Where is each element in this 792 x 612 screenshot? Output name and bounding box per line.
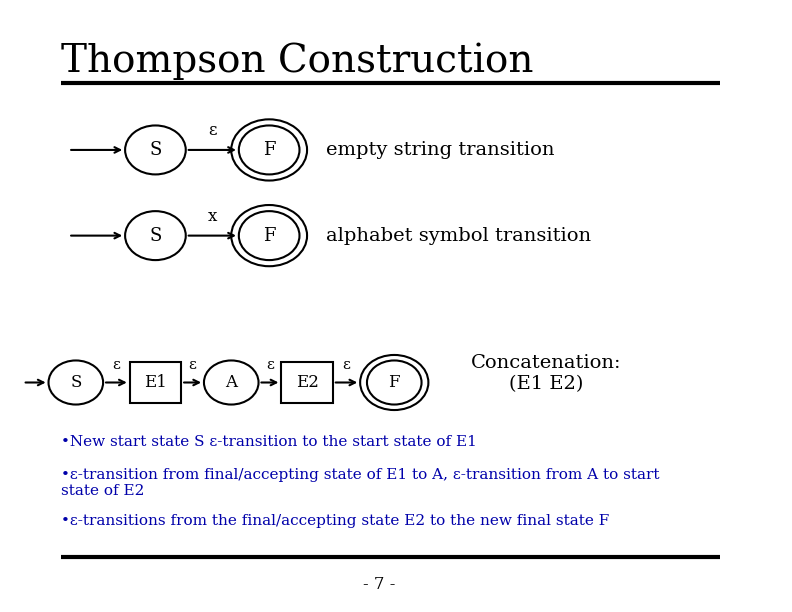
Text: x: x <box>208 207 217 225</box>
Text: S: S <box>70 374 82 391</box>
Text: - 7 -: - 7 - <box>363 576 395 593</box>
Text: ε: ε <box>112 358 120 372</box>
Text: empty string transition: empty string transition <box>326 141 554 159</box>
Text: S: S <box>149 141 162 159</box>
Text: •ε-transitions from the final/accepting state E2 to the new final state F: •ε-transitions from the final/accepting … <box>61 514 609 528</box>
Text: E2: E2 <box>295 374 318 391</box>
Text: F: F <box>263 141 276 159</box>
Text: ε: ε <box>188 358 196 372</box>
Text: E1: E1 <box>144 374 167 391</box>
Text: ε: ε <box>208 122 216 139</box>
Text: alphabet symbol transition: alphabet symbol transition <box>326 226 591 245</box>
Text: Thompson Construction: Thompson Construction <box>61 43 533 80</box>
Text: •New start state S ε-transition to the start state of E1: •New start state S ε-transition to the s… <box>61 435 477 449</box>
Text: Concatenation:
(E1 E2): Concatenation: (E1 E2) <box>470 354 621 393</box>
Text: ε: ε <box>343 358 350 372</box>
Text: ε: ε <box>266 358 274 372</box>
Text: F: F <box>388 374 400 391</box>
Text: A: A <box>225 374 238 391</box>
Text: S: S <box>149 226 162 245</box>
Text: •ε-transition from final/accepting state of E1 to A, ε-transition from A to star: •ε-transition from final/accepting state… <box>61 468 659 498</box>
Text: F: F <box>263 226 276 245</box>
